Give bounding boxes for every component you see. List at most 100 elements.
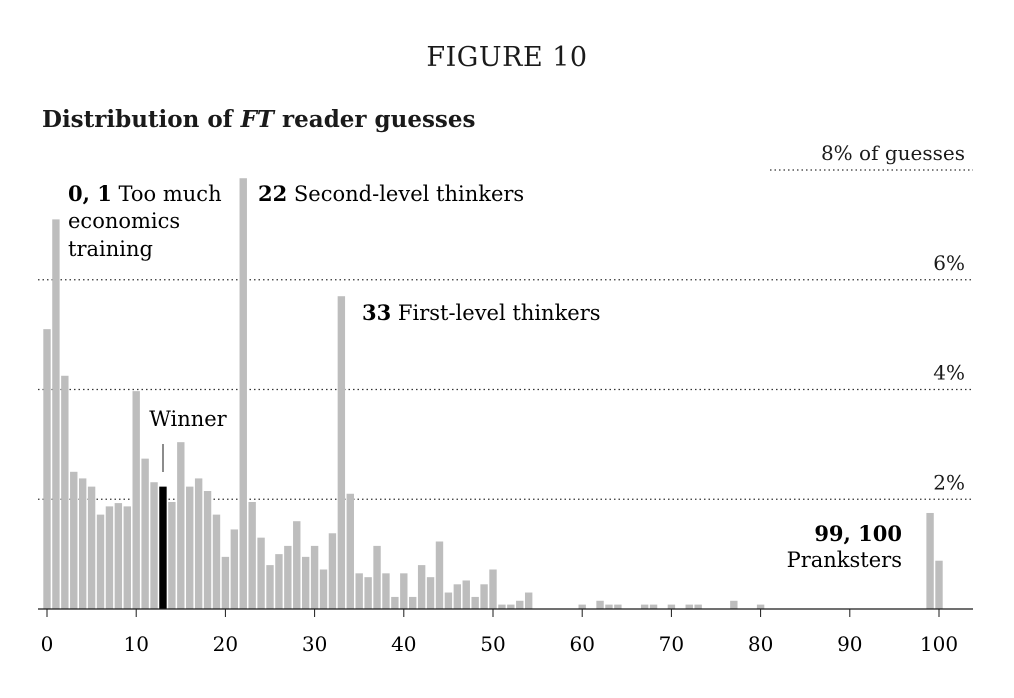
bar-8 — [114, 503, 123, 609]
x-tick-label-60: 60 — [569, 632, 594, 656]
x-tick-label-20: 20 — [213, 632, 238, 656]
bar-99 — [926, 512, 934, 609]
annotation-pranksters-bold: 99, 100 — [814, 521, 902, 546]
bar-52 — [507, 604, 515, 609]
bar-68 — [649, 604, 658, 609]
bar-15 — [177, 442, 185, 609]
bar-4 — [78, 478, 87, 609]
bar-63 — [605, 604, 613, 609]
bar-73 — [694, 604, 702, 609]
x-tick-label-90: 90 — [837, 632, 862, 656]
bar-53 — [516, 600, 524, 609]
bar-62 — [596, 600, 604, 609]
x-tick-label-70: 70 — [659, 632, 684, 656]
bar-19 — [212, 514, 221, 609]
bar-72 — [685, 604, 693, 609]
annotation-winner: Winner — [149, 407, 227, 431]
chart-title: Distribution of FT reader guesses — [42, 106, 475, 133]
bar-100 — [935, 560, 943, 609]
bar-5 — [87, 486, 96, 609]
bar-42 — [417, 565, 426, 609]
bar-35 — [355, 573, 363, 609]
bar-26 — [275, 554, 283, 609]
bar-9 — [123, 506, 131, 609]
bar-30 — [310, 545, 319, 609]
annotation-22-text: Second-level thinkers — [287, 182, 524, 206]
bars — [43, 178, 943, 609]
bar-50 — [489, 569, 497, 609]
bar-48 — [471, 596, 479, 609]
bar-1 — [52, 219, 60, 609]
bar-12 — [150, 482, 158, 609]
bar-24 — [257, 537, 265, 609]
x-tick-label-30: 30 — [302, 632, 327, 656]
bar-27 — [284, 545, 292, 609]
annotation-33: 33 First-level thinkers — [362, 300, 601, 325]
annotation-zero-one: 0, 1 Too much economics training — [68, 181, 222, 261]
gridline-label-4: 4% — [933, 361, 965, 385]
bar-49 — [480, 584, 488, 609]
bar-25 — [266, 565, 274, 609]
bar-3 — [70, 471, 78, 609]
bar-64 — [614, 604, 622, 609]
bar-44 — [435, 541, 444, 609]
x-tick-label-0: 0 — [41, 632, 54, 656]
bar-33 — [337, 296, 346, 609]
x-tick-label-40: 40 — [391, 632, 416, 656]
bar-28 — [293, 521, 301, 609]
bar-40 — [400, 573, 408, 609]
bar-2 — [61, 375, 69, 609]
annotation-zero-one-bold: 0, 1 — [68, 181, 112, 206]
bar-70 — [667, 604, 676, 609]
x-tick-label-80: 80 — [748, 632, 773, 656]
annotation-zero-one-line1: Too much — [112, 182, 222, 206]
title-suffix: reader guesses — [274, 106, 476, 133]
title-prefix: Distribution of — [42, 106, 241, 133]
bar-67 — [640, 604, 649, 609]
x-tick-label-10: 10 — [123, 632, 148, 656]
bar-36 — [364, 577, 372, 609]
annotation-33-text: First-level thinkers — [391, 301, 600, 325]
bar-60 — [578, 604, 586, 609]
annotation-22: 22 Second-level thinkers — [258, 181, 524, 206]
figure-label: FIGURE 10 — [426, 42, 588, 73]
x-tick-label-50: 50 — [480, 632, 505, 656]
svg-text:0, 1 Too much: 0, 1 Too much — [68, 181, 222, 206]
bar-80 — [756, 604, 765, 609]
bar-47 — [462, 580, 470, 609]
bar-46 — [453, 584, 462, 609]
bar-0 — [43, 329, 51, 609]
bar-54 — [524, 592, 533, 609]
bar-51 — [498, 604, 506, 609]
bar-38 — [382, 573, 390, 609]
bar-14 — [168, 501, 176, 609]
bar-43 — [426, 577, 435, 609]
bar-10 — [132, 391, 140, 609]
gridline-label-2: 2% — [933, 470, 965, 494]
title-italic: FT — [240, 106, 275, 133]
x-axis-ticks: 0 10 20 30 40 50 60 70 80 90 100 — [41, 609, 958, 656]
bar-37 — [373, 545, 381, 609]
annotation-zero-one-line3: training — [68, 237, 153, 261]
bar-17 — [194, 478, 203, 609]
bar-6 — [96, 514, 105, 609]
gridlines: 2% 4% 6% 8% of guesses — [38, 141, 973, 500]
gridline-label-6: 6% — [933, 251, 965, 275]
annotation-pranksters: 99, 100 Pranksters — [787, 521, 902, 572]
bar-41 — [409, 596, 417, 609]
bar-29 — [301, 556, 310, 609]
bar-34 — [346, 493, 354, 609]
gridline-label-8: 8% of guesses — [821, 141, 965, 165]
annotation-33-bold: 33 — [362, 300, 391, 325]
bar-18 — [203, 491, 212, 609]
annotation-zero-one-line2: economics — [68, 209, 180, 233]
bar-7 — [105, 506, 114, 609]
bar-77 — [730, 600, 738, 609]
bar-45 — [444, 592, 453, 609]
bar-21 — [230, 529, 239, 609]
annotation-pranksters-text: Pranksters — [787, 548, 902, 572]
bar-16 — [186, 486, 194, 609]
bar-32 — [328, 533, 337, 609]
bar-31 — [319, 569, 328, 609]
